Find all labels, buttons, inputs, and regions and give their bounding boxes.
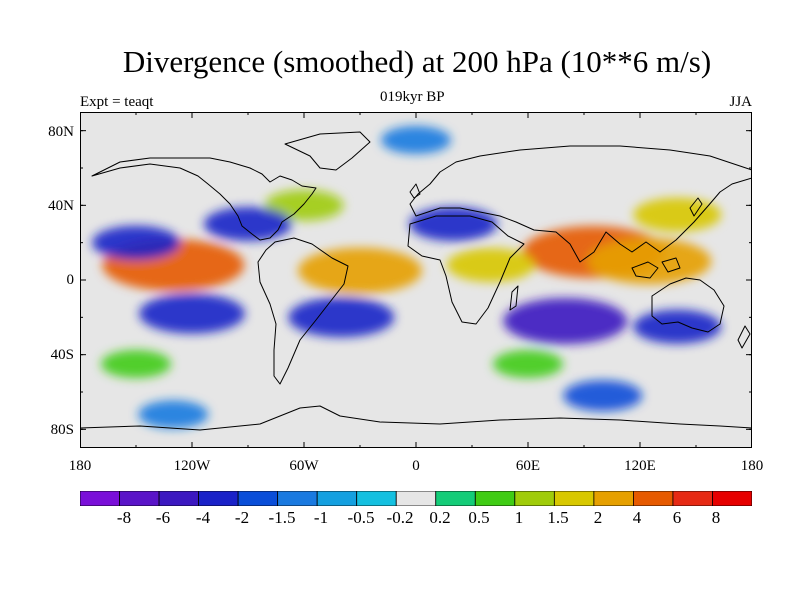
- divergence-region: [139, 293, 245, 334]
- colorbar-swatch: [198, 491, 239, 506]
- colorbar-label: -4: [195, 508, 211, 527]
- lon-tick-label: 0: [412, 458, 420, 474]
- divergence-region: [381, 126, 451, 154]
- colorbar-swatch: [633, 491, 674, 506]
- divergence-region: [204, 207, 292, 241]
- colorbar-swatch: [277, 491, 318, 506]
- colorbar-label: 0.5: [468, 508, 490, 527]
- colorbar-swatch: [395, 491, 437, 506]
- colorbar-swatch: [119, 491, 160, 506]
- lon-tick-label: 60E: [515, 458, 541, 474]
- lon-tick-label: 180: [740, 458, 764, 474]
- colorbar-swatch: [672, 491, 713, 506]
- divergence-region: [92, 225, 180, 260]
- colorbar-label: 0.2: [429, 508, 451, 527]
- colorbar-label: 2: [593, 508, 603, 527]
- colorbar-label: -1: [313, 508, 329, 527]
- colorbar-label: -6: [155, 508, 171, 527]
- colorbar-label: 4: [632, 508, 642, 527]
- divergence-region: [633, 309, 722, 344]
- season-label: JJA: [729, 94, 752, 110]
- divergence-region: [446, 248, 535, 283]
- colorbar-swatch: [553, 491, 595, 506]
- colorbar-swatch: [514, 491, 555, 506]
- colorbar-label: 1: [514, 508, 524, 527]
- colorbar-swatch: [712, 491, 752, 506]
- divergence-region: [587, 238, 712, 285]
- lon-tick-label: 120W: [173, 458, 211, 474]
- divergence-region: [264, 189, 344, 221]
- colorbar-swatch: [356, 491, 397, 506]
- lat-tick-label: 40N: [48, 198, 74, 214]
- colorbar: [80, 491, 752, 506]
- colorbar-label: -8: [116, 508, 132, 527]
- colorbar-swatch: [593, 491, 634, 506]
- lat-tick-label: 0: [66, 272, 75, 288]
- experiment-label: Expt = teaqt: [80, 94, 154, 110]
- colorbar-swatch: [237, 491, 279, 506]
- lat-tick-label: 80N: [48, 124, 74, 140]
- colorbar-swatch: [158, 491, 199, 506]
- colorbar-label: -0.5: [347, 508, 375, 527]
- lon-tick-label: 120E: [624, 458, 656, 474]
- plot-subtitle: 019kyr BP: [380, 89, 445, 105]
- divergence-region: [503, 298, 628, 345]
- divergence-region: [633, 197, 722, 232]
- plot-title: Divergence (smoothed) at 200 hPa (10**6 …: [122, 44, 712, 79]
- colorbar-swatch: [316, 491, 358, 506]
- colorbar-swatch: [80, 491, 120, 506]
- colorbar-label: 6: [672, 508, 682, 527]
- colorbar-label: -0.2: [386, 508, 414, 527]
- divergence-region: [288, 297, 395, 338]
- divergence-region: [138, 400, 209, 429]
- colorbar-label: -1.5: [268, 508, 296, 527]
- axis-ticks: [80, 112, 752, 448]
- lat-tick-label: 80S: [50, 422, 74, 438]
- lat-tick-label: 40S: [50, 347, 74, 363]
- colorbar-swatch: [474, 491, 516, 506]
- colorbar-swatch: [435, 491, 476, 506]
- colorbar-label: 8: [711, 508, 721, 527]
- divergence-region: [298, 247, 422, 294]
- divergence-region: [101, 350, 171, 378]
- lon-tick-label: 180: [68, 458, 92, 474]
- divergence-region: [563, 380, 643, 412]
- divergence-region: [409, 207, 498, 241]
- lon-tick-label: 60W: [289, 458, 319, 474]
- divergence-region: [493, 350, 563, 378]
- divergence-map: [80, 112, 752, 448]
- coastlines: [80, 131, 752, 431]
- colorbar-label: 1.5: [547, 508, 569, 527]
- colorbar-label: -2: [234, 508, 250, 527]
